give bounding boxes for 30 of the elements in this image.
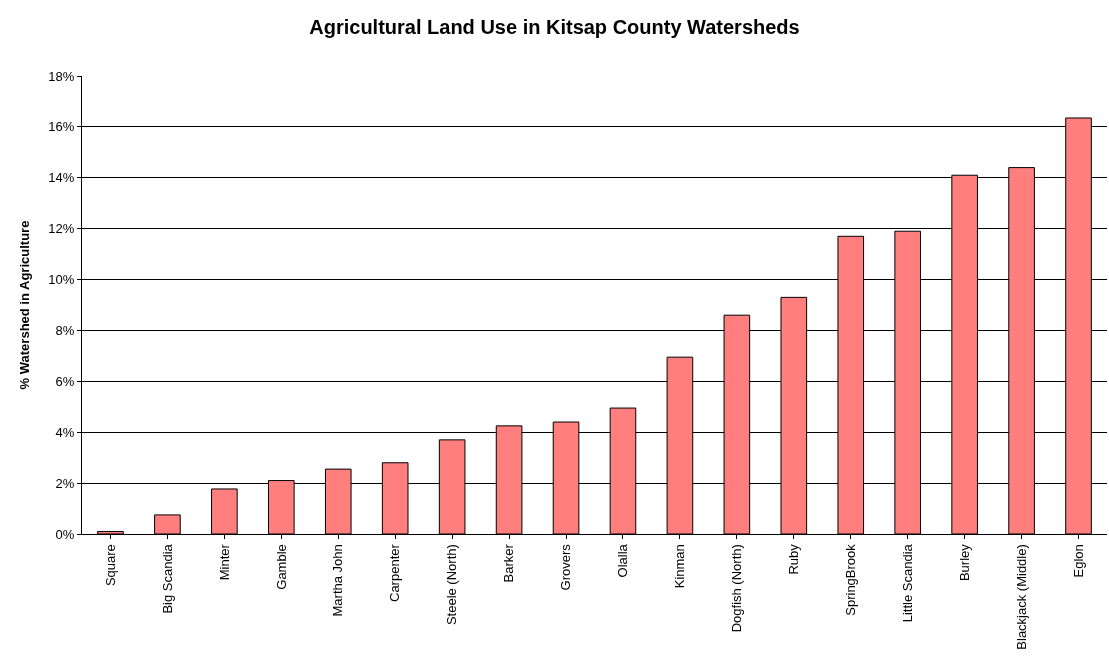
x-tick-label: Grovers <box>558 543 574 591</box>
x-tick-label: Martha John <box>330 544 346 617</box>
x-tick-label: Kinman <box>672 544 688 589</box>
x-tick-label: Gamble <box>273 544 289 590</box>
x-tick-label: SpringBrook <box>842 543 858 616</box>
y-tick-label: 12% <box>48 221 75 237</box>
y-tick-label: 8% <box>55 322 75 338</box>
y-tick-label: 6% <box>55 373 75 389</box>
x-tick-label: Eglon <box>1070 544 1086 578</box>
x-tick-label: Blackjack (Middle) <box>1013 544 1029 650</box>
x-tick-label: Big Scandia <box>159 543 175 614</box>
x-tick-label: Olalla <box>615 543 631 578</box>
y-tick-label: 0% <box>55 526 75 542</box>
y-tick-label: 16% <box>48 119 75 135</box>
chart-title: Agricultural Land Use in Kitsap County Watersheds <box>309 16 800 39</box>
x-tick-label: Barker <box>501 543 517 583</box>
y-tick-label: 4% <box>55 424 75 440</box>
x-tick-label: Little Scandia <box>899 543 915 623</box>
y-tick-label: 2% <box>55 475 75 491</box>
y-tick-label: 10% <box>48 272 75 288</box>
x-tick-label: Ruby <box>786 543 802 575</box>
x-tick-label: Steele (North) <box>444 544 460 626</box>
x-tick-label: Burley <box>956 543 972 582</box>
y-axis-title: % Watershed in Agriculture <box>17 220 33 390</box>
x-tick-label: Minter <box>216 543 232 581</box>
y-tick-label: 14% <box>48 170 75 186</box>
y-tick-label: 18% <box>48 68 75 84</box>
x-tick-label: Dogfish (North) <box>729 544 745 633</box>
x-tick-label: Carpenter <box>387 543 403 603</box>
x-tick-label: Square <box>102 544 118 587</box>
